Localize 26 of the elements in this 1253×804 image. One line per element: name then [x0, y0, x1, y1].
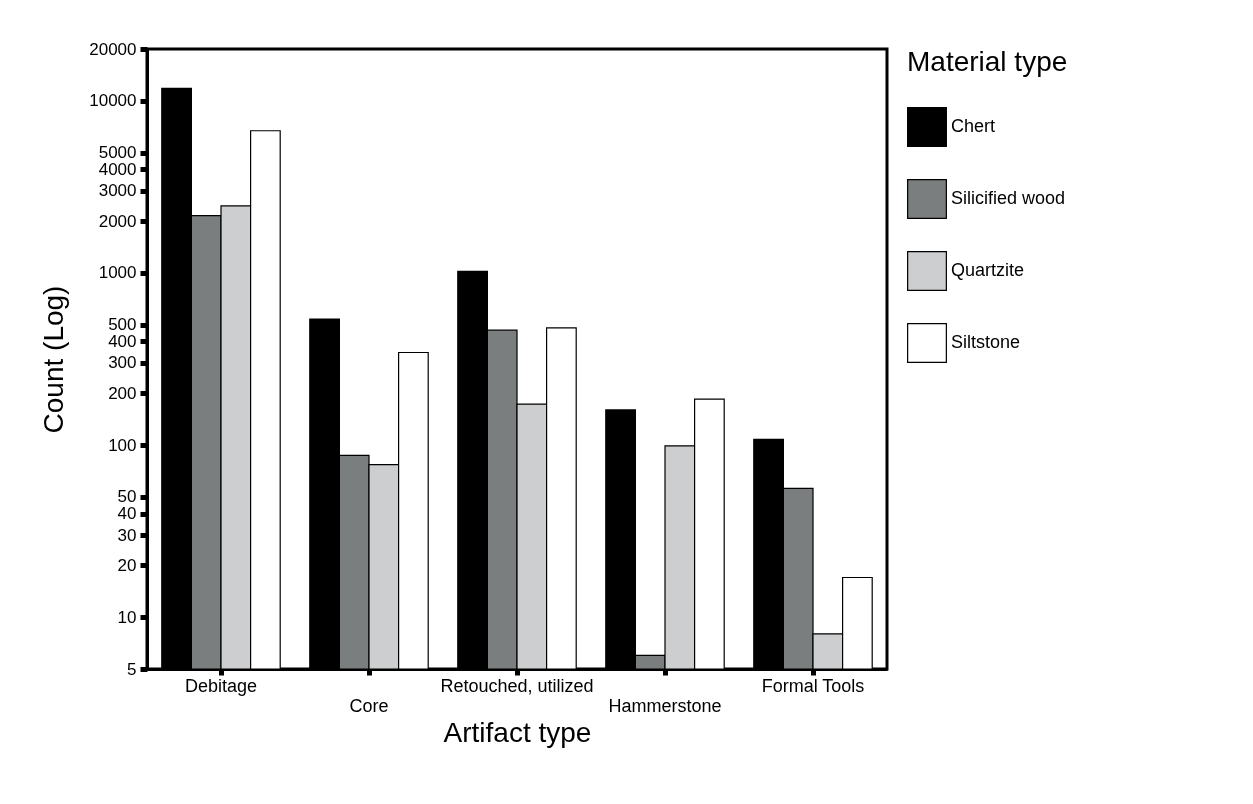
y-tick-label: 100 — [108, 435, 137, 455]
x-tick-label: Formal Tools — [761, 675, 865, 696]
y-tick-label: 10 — [117, 607, 137, 627]
y-tick-label: 40 — [117, 504, 137, 524]
y-tick-label: 3000 — [98, 181, 137, 201]
y-tick-label: 30 — [117, 525, 137, 545]
y-tick-label: 300 — [108, 353, 137, 373]
y-tick-label: 20 — [117, 555, 137, 575]
x-tick-label: Retouched, utilized — [440, 675, 594, 696]
x-tick-label: Hammerstone — [608, 695, 722, 716]
legend-label: Chert — [951, 116, 996, 136]
y-tick-label: 2000 — [98, 211, 137, 231]
x-tick-label: Core — [349, 695, 389, 716]
x-axis-title: Artifact type — [443, 716, 592, 748]
y-tick-label: 50 — [117, 487, 137, 507]
legend-label: Silicified wood — [951, 188, 1066, 208]
y-axis-title: Count (Log) — [38, 285, 70, 434]
legend-label: Quartzite — [951, 260, 1025, 280]
y-tick-label: 200 — [108, 383, 137, 403]
legend-label: Siltstone — [951, 332, 1021, 352]
y-tick-label: 5 — [127, 659, 137, 679]
x-tick-label: Debitage — [184, 675, 258, 696]
y-tick-label: 10000 — [89, 91, 137, 111]
legend-title: Material type — [907, 46, 1068, 77]
y-tick-label: 20000 — [89, 39, 137, 59]
y-tick-label: 1000 — [98, 263, 137, 283]
